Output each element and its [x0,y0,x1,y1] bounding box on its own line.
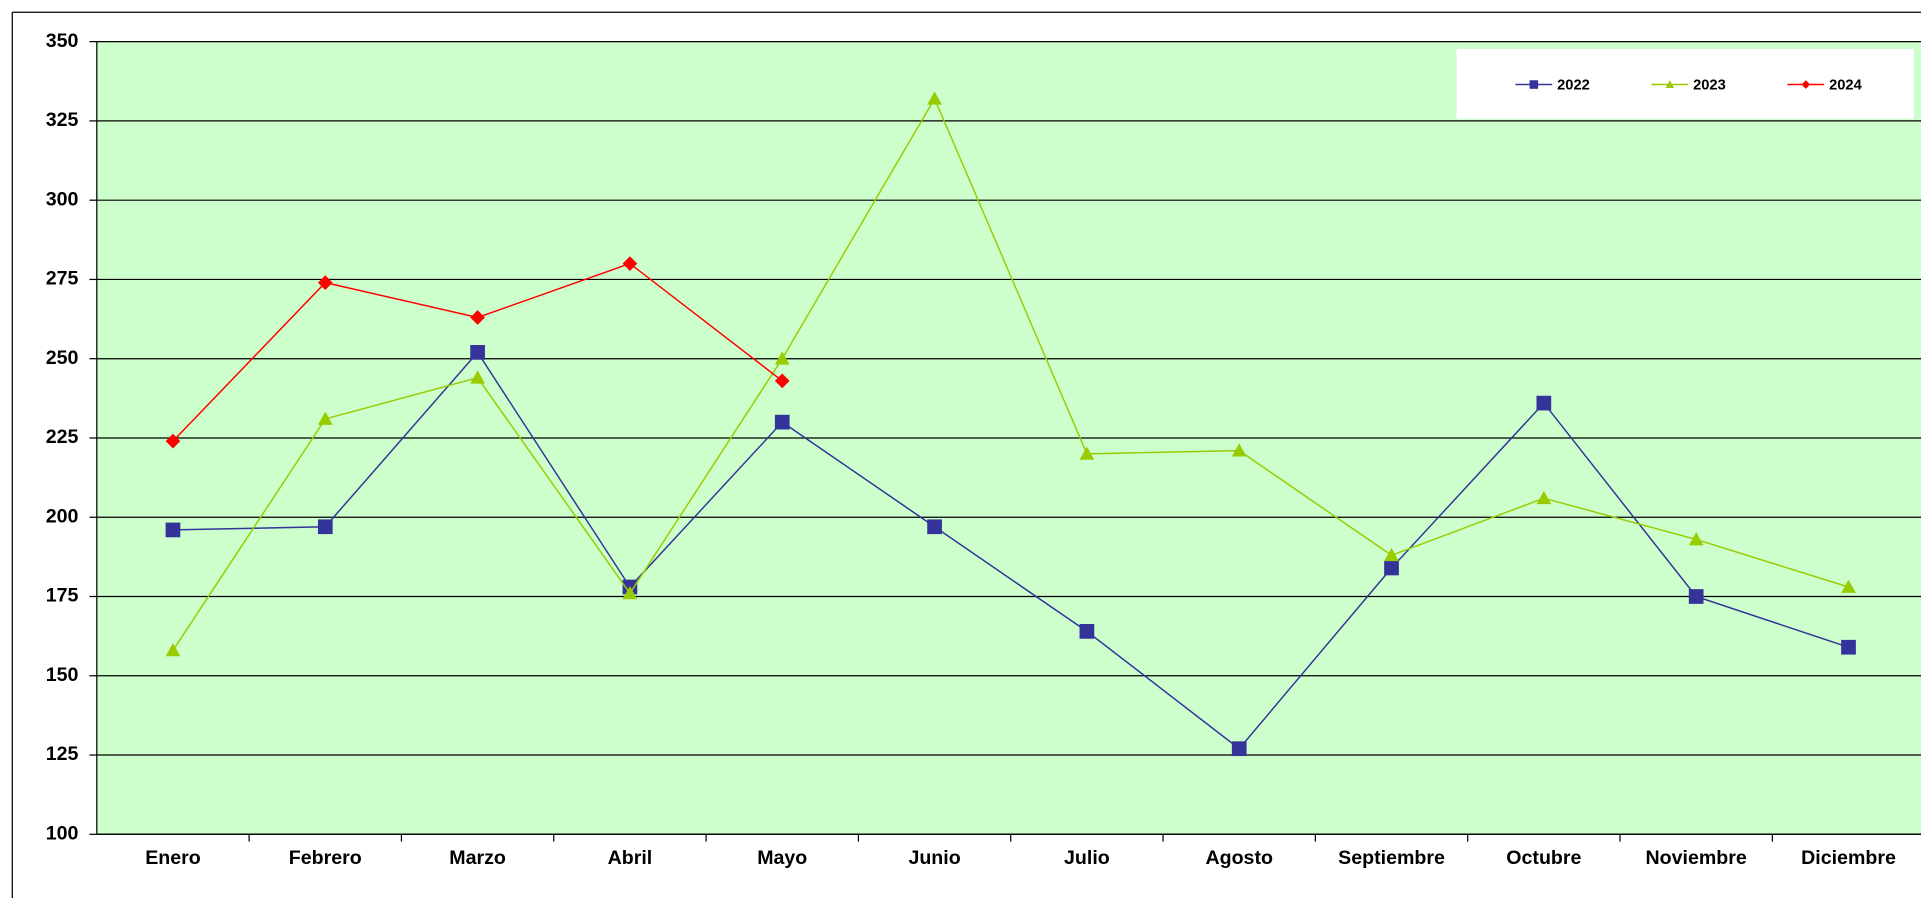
y-tick-label: 350 [46,30,79,52]
x-tick-label: Noviembre [1646,847,1747,869]
marker [165,643,181,657]
marker [1529,80,1539,89]
x-tick-label: Octubre [1506,847,1581,869]
marker [1688,532,1704,546]
marker [317,411,333,425]
marker [774,414,790,430]
y-tick-label: 250 [46,347,79,369]
series-line [172,97,1849,651]
marker [1231,741,1247,757]
y-tick-label: 300 [46,188,79,210]
x-tick-label: Abril [608,847,653,869]
y-tick-label: 225 [46,426,79,448]
legend-label: 2023 [1693,78,1726,94]
marker [927,519,942,535]
marker [622,585,638,600]
y-tick-label: 325 [46,109,79,131]
marker [1536,490,1552,505]
marker [1384,547,1399,562]
marker [1801,80,1811,89]
x-tick-label: Diciembre [1801,847,1896,869]
marker [927,91,942,105]
x-tick-label: Junio [908,847,960,869]
marker [1079,624,1095,639]
y-tick-label: 100 [46,822,79,844]
x-tick-label: Septiembre [1338,847,1445,869]
legend-label: 2022 [1557,78,1590,94]
y-tick-label: 150 [46,664,79,686]
marker [1384,560,1399,576]
x-tick-label: Enero [145,847,201,869]
marker [1665,80,1675,88]
y-tick-label: 125 [46,743,79,765]
marker [165,433,181,449]
marker [1231,443,1247,457]
marker [470,345,485,360]
marker [470,310,485,325]
marker [774,351,790,365]
y-tick-label: 200 [46,505,79,527]
marker [470,370,485,384]
y-tick-label: 175 [46,585,79,607]
x-tick-label: Agosto [1205,847,1273,869]
marker [1079,446,1095,460]
y-tick-label: 275 [46,268,79,290]
x-tick-label: Mayo [757,847,807,869]
legend-label: 2024 [1829,78,1863,94]
marker [1841,579,1856,593]
marker [1841,639,1856,655]
x-tick-label: Marzo [449,847,506,869]
marker [1688,589,1704,604]
marker [1536,395,1552,411]
marker [317,519,333,535]
x-tick-label: Julio [1064,847,1110,869]
marker [165,522,181,538]
series-line [172,351,1849,750]
x-tick-label: Febrero [289,847,362,869]
